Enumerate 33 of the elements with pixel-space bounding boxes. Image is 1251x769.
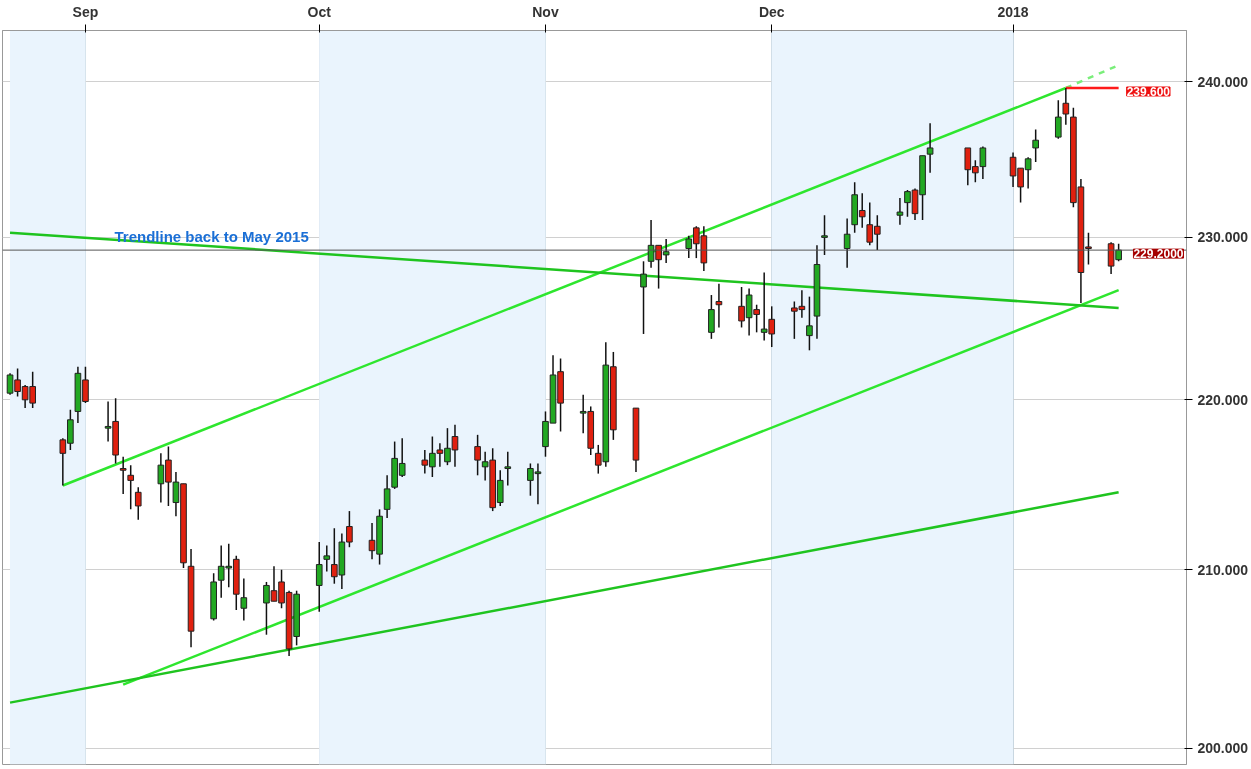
annotation: Trendline back to May 2015 bbox=[114, 227, 309, 245]
candlestick bbox=[323, 544, 331, 573]
candlestick bbox=[1032, 128, 1039, 163]
candlestick bbox=[474, 434, 481, 477]
candlestick bbox=[640, 260, 647, 335]
candlestick bbox=[504, 450, 512, 487]
candlestick bbox=[843, 217, 851, 269]
candlestick bbox=[821, 214, 828, 256]
candlestick bbox=[1054, 99, 1062, 140]
candlestick bbox=[127, 464, 135, 511]
x-tick-label: 2018 bbox=[997, 3, 1029, 20]
candlestick bbox=[715, 283, 723, 329]
candlestick bbox=[240, 577, 248, 622]
candlestick bbox=[1062, 87, 1070, 126]
y-tick-label: 240.000 bbox=[1197, 73, 1249, 90]
candlestick bbox=[383, 474, 391, 519]
candlestick bbox=[708, 294, 715, 340]
x-tick-label: Sep bbox=[72, 3, 99, 20]
y-tick-label: 230.000 bbox=[1197, 229, 1249, 246]
x-tick-label: Oct bbox=[307, 3, 332, 20]
candlestick bbox=[806, 295, 813, 352]
candlestick bbox=[926, 122, 934, 174]
candlestick bbox=[134, 486, 142, 521]
ref-line-label: 229.2000 bbox=[1133, 247, 1184, 262]
candlestick bbox=[315, 541, 323, 613]
candlestick bbox=[896, 197, 904, 226]
x-tick-label: Nov bbox=[532, 3, 559, 20]
y-tick-label: 220.000 bbox=[1197, 391, 1249, 408]
y-tick-label: 200.000 bbox=[1197, 740, 1249, 757]
y-tick-label: 210.000 bbox=[1197, 561, 1249, 578]
candlestick bbox=[119, 455, 127, 495]
x-tick-label: Dec bbox=[758, 3, 785, 20]
annotation: 239.600 bbox=[1126, 84, 1171, 99]
